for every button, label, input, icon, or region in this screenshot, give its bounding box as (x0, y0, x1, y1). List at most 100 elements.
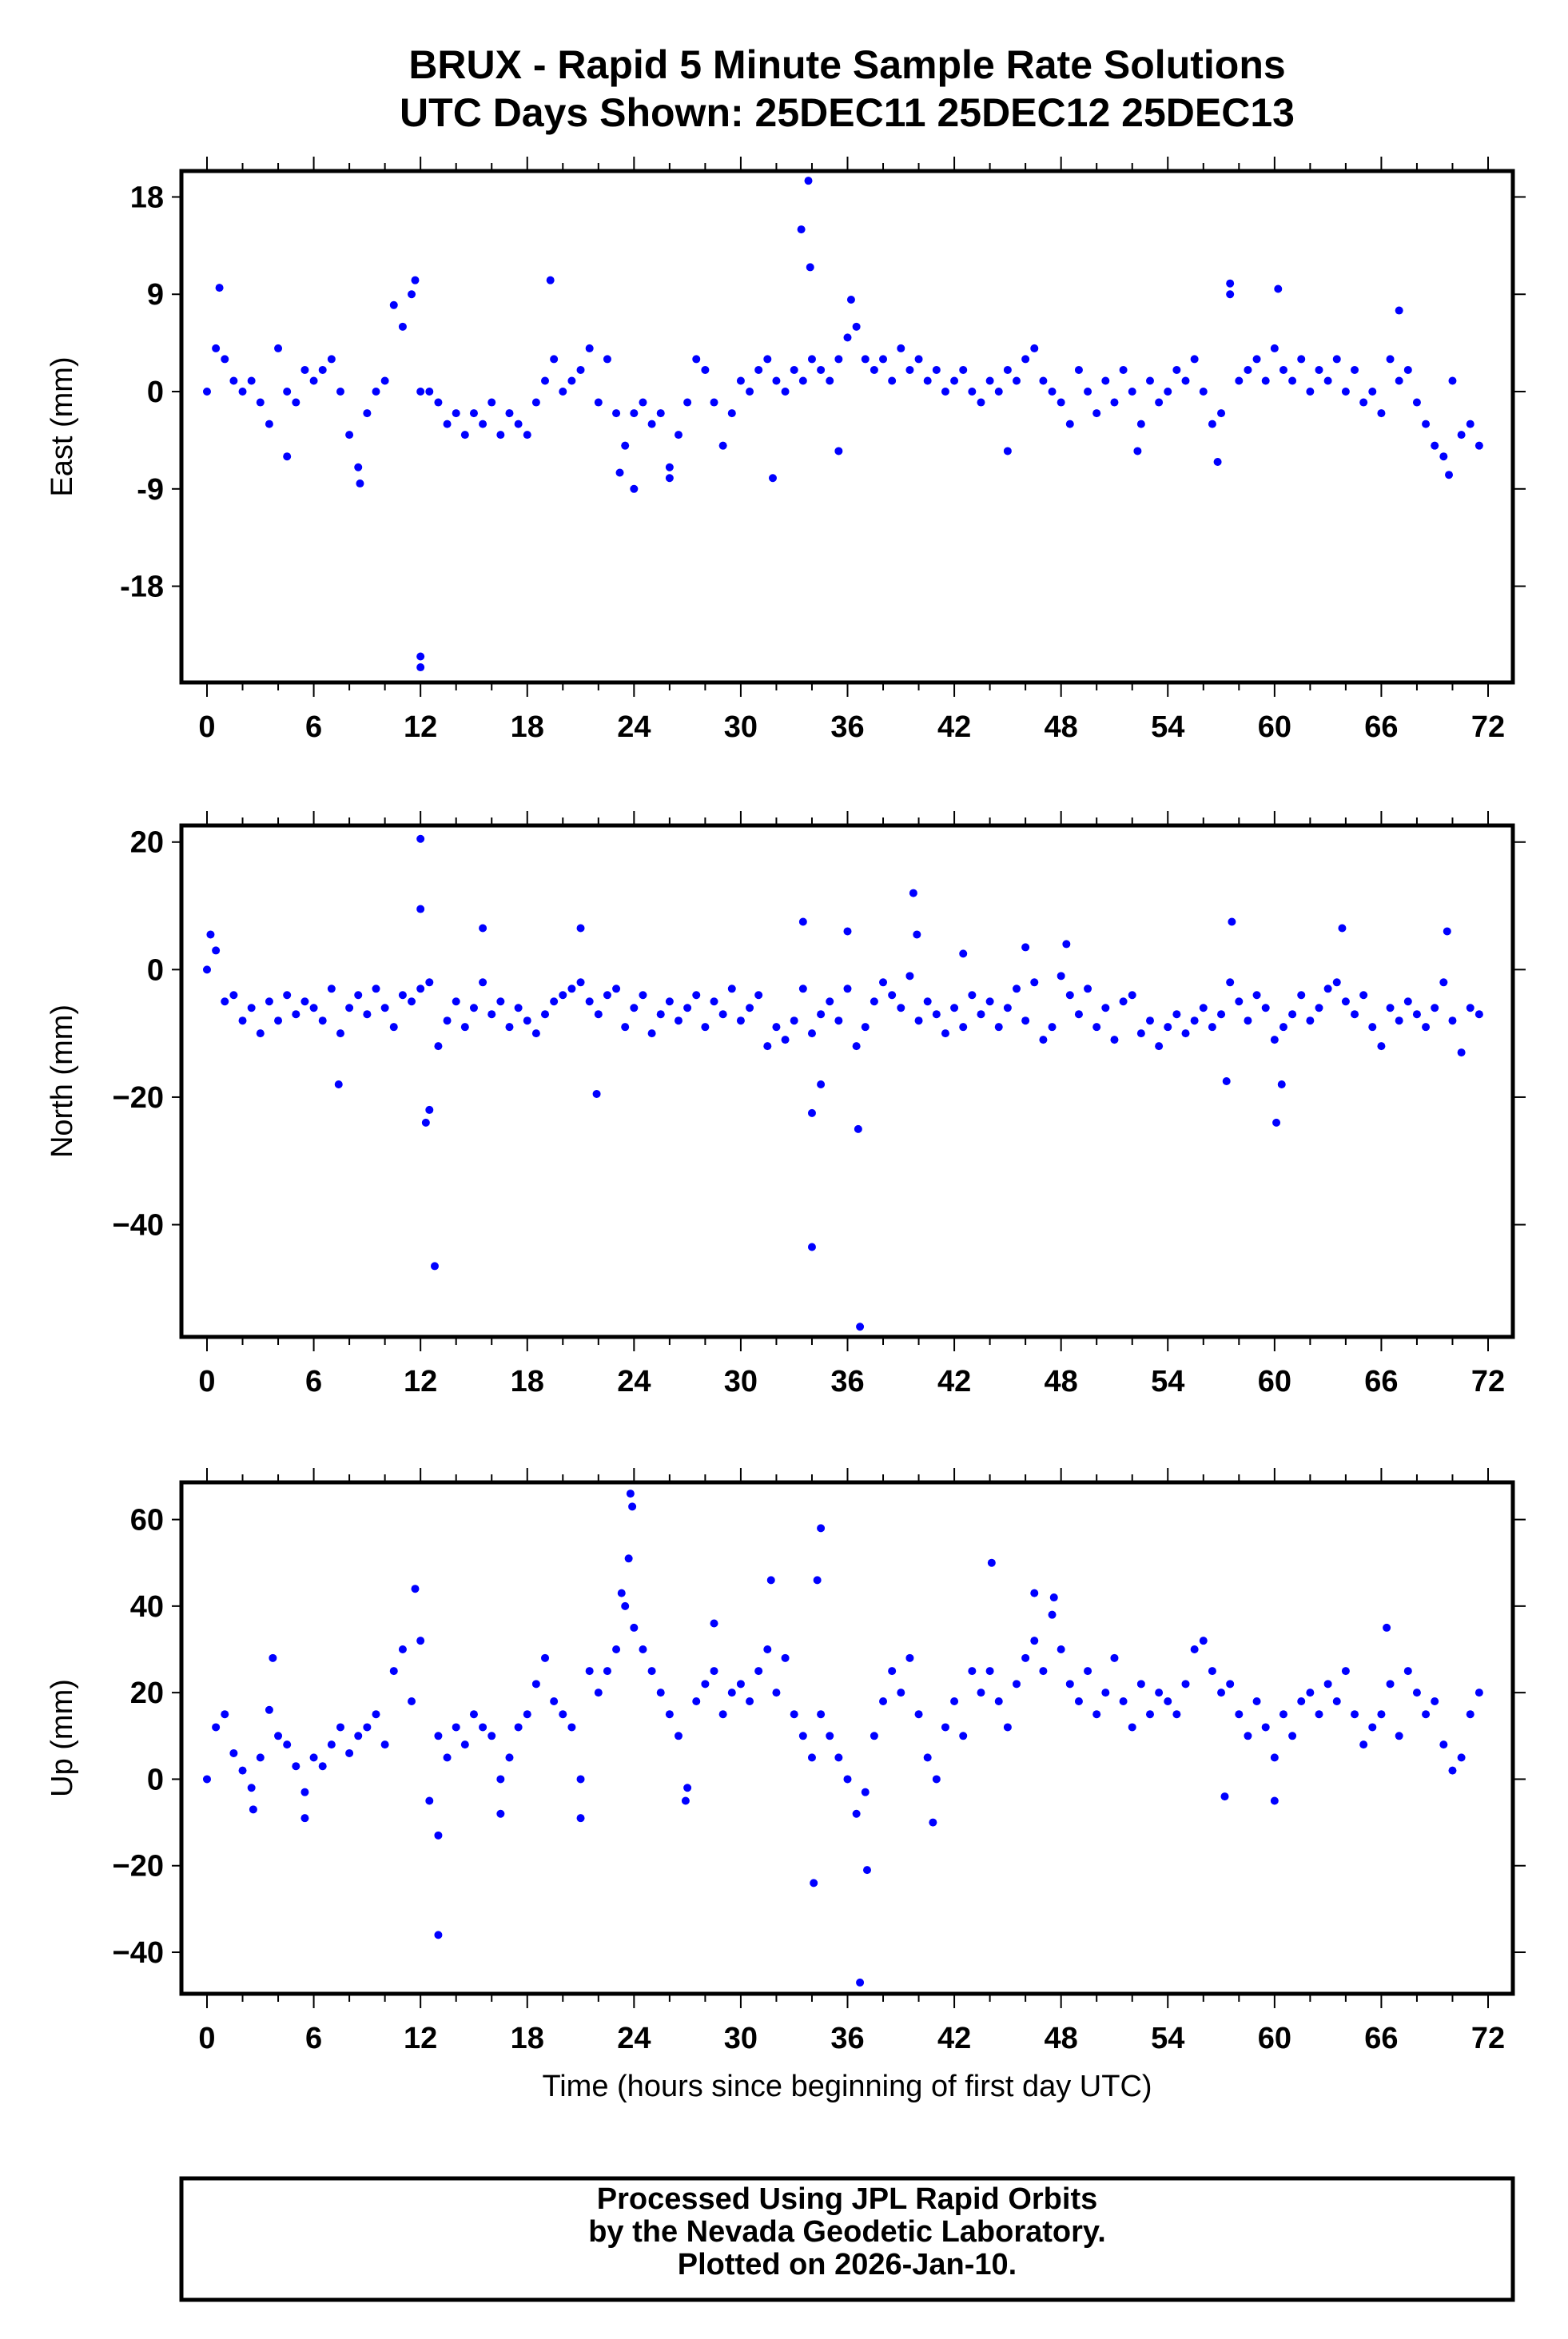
x-tick-label: 18 (511, 710, 544, 744)
data-point (834, 1016, 843, 1025)
data-point (1403, 365, 1412, 374)
data-point (870, 365, 878, 374)
data-point (550, 1697, 559, 1705)
data-point (443, 1016, 452, 1025)
data-point (354, 463, 363, 471)
data-point (203, 1775, 211, 1784)
data-point (488, 1010, 496, 1019)
x-tick-label: 66 (1364, 710, 1398, 744)
x-tick-label: 48 (1045, 710, 1078, 744)
data-point (843, 333, 852, 342)
data-point (1368, 1723, 1377, 1732)
data-point (354, 991, 363, 1000)
data-point (603, 355, 611, 364)
data-point (843, 1775, 852, 1784)
data-point (630, 1004, 639, 1012)
x-tick-label: 18 (511, 2022, 544, 2055)
data-point (950, 1697, 959, 1705)
data-point (798, 985, 807, 993)
data-point (408, 997, 416, 1006)
data-point (692, 991, 701, 1000)
data-point (959, 949, 968, 958)
data-point (309, 1753, 318, 1762)
x-tick-label: 36 (830, 2022, 864, 2055)
data-point (897, 344, 905, 352)
y-tick-label: -9 (137, 473, 164, 507)
data-point (1368, 1023, 1377, 1032)
data-point (567, 376, 576, 385)
x-tick-label: 24 (617, 710, 651, 744)
data-point (914, 1016, 923, 1025)
data-point (630, 409, 639, 418)
data-point (683, 1784, 692, 1792)
data-point (434, 1931, 443, 1939)
x-tick-label: 12 (404, 2022, 437, 2055)
data-point (425, 1796, 434, 1805)
data-point (1021, 1653, 1030, 1662)
data-point (834, 447, 843, 455)
footer-line-2: by the Nevada Geodetic Laboratory. (588, 2215, 1106, 2249)
data-point (269, 1653, 277, 1662)
data-point (514, 1723, 523, 1732)
data-point (488, 398, 496, 407)
data-point (1145, 376, 1154, 385)
data-point (1412, 1689, 1421, 1697)
data-point (1403, 997, 1412, 1006)
data-point (1351, 1010, 1359, 1019)
data-point (1351, 1710, 1359, 1719)
panel-east: 0 6 12 18 24 30 36 42 48 54 60 66 72 18 9 0 -9 -18 East (m… (46, 157, 1526, 744)
data-point (852, 1042, 861, 1051)
data-point (229, 376, 238, 385)
x-tick-label: 42 (937, 1365, 971, 1398)
data-point (772, 376, 781, 385)
data-point (639, 1645, 647, 1654)
data-point (1448, 1766, 1457, 1775)
data-point (238, 1016, 247, 1025)
data-point (766, 1576, 775, 1585)
data-point (807, 1029, 816, 1038)
data-point (639, 991, 647, 1000)
data-point (1003, 1004, 1012, 1012)
data-point (1092, 1023, 1101, 1032)
data-point (710, 997, 718, 1006)
data-point (1190, 1016, 1199, 1025)
y-tick-label: 40 (130, 1590, 164, 1624)
data-point (546, 276, 555, 284)
plot-frame (179, 823, 1515, 1339)
data-point (1297, 1697, 1306, 1705)
data-point (434, 1042, 443, 1051)
data-point (914, 1710, 923, 1719)
data-point (1039, 376, 1048, 385)
data-point (710, 398, 718, 407)
data-point (861, 1788, 870, 1796)
data-point (994, 1697, 1003, 1705)
chart-subtitle: UTC Days Shown: 25DEC11 25DEC12 25DEC13 (400, 90, 1295, 135)
data-point (977, 1010, 985, 1019)
data-point (727, 1689, 736, 1697)
data-point (300, 1814, 309, 1823)
data-point (249, 1805, 257, 1814)
data-point (576, 924, 585, 933)
data-point (363, 1723, 372, 1732)
x-tick-label: 12 (404, 710, 437, 744)
data-point (656, 1010, 665, 1019)
data-point (1395, 1016, 1403, 1025)
data-point (1101, 376, 1110, 385)
data-point (772, 1689, 781, 1697)
data-point (479, 978, 488, 987)
data-point (541, 1653, 550, 1662)
data-point (1021, 943, 1030, 952)
x-tick-label: 72 (1471, 1365, 1505, 1398)
data-point (256, 1753, 265, 1762)
data-point (879, 355, 888, 364)
data-point (1244, 1016, 1252, 1025)
data-point (300, 997, 309, 1006)
x-tick-label: 66 (1364, 1365, 1398, 1398)
data-point (1466, 420, 1474, 428)
data-point (612, 1645, 621, 1654)
data-point (1013, 376, 1021, 385)
data-point (416, 985, 425, 993)
data-point (647, 1667, 656, 1676)
data-point (612, 985, 621, 993)
